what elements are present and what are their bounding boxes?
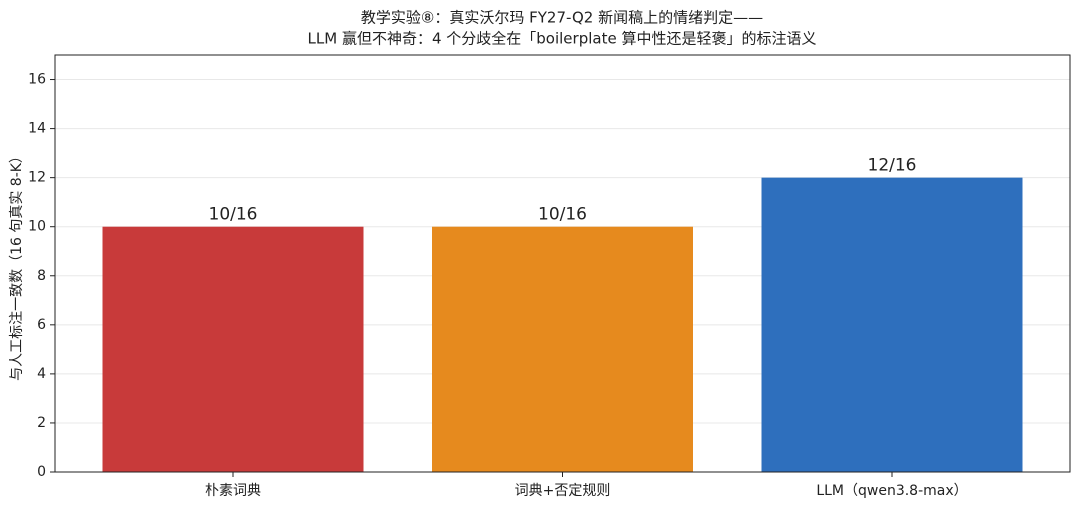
chart-title: LLM 赢但不神奇：4 个分歧全在「boilerplate 算中性还是轻褒」的标… (308, 30, 817, 48)
y-tick-label: 8 (37, 268, 46, 284)
y-tick-label: 6 (37, 317, 46, 333)
y-tick-label: 14 (28, 121, 46, 137)
y-tick-label: 12 (28, 170, 46, 186)
y-tick-label: 16 (28, 72, 46, 88)
value-label: 12/16 (868, 156, 917, 176)
y-tick-label: 10 (28, 219, 46, 235)
bar (761, 177, 1023, 472)
value-label: 10/16 (538, 205, 587, 225)
bar (432, 226, 693, 472)
y-axis-label: 与人工标注一致数（16 句真实 8-K） (9, 149, 25, 381)
x-tick-label: 词典+否定规则 (515, 483, 611, 499)
value-label: 10/16 (209, 205, 258, 225)
y-tick-label: 2 (37, 415, 46, 431)
bar (102, 226, 364, 472)
chart-title: 教学实验⑧：真实沃尔玛 FY27-Q2 新闻稿上的情绪判定—— (361, 9, 763, 27)
y-tick-label: 4 (37, 366, 46, 382)
y-tick-label: 0 (37, 464, 46, 480)
x-tick-label: 朴素词典 (205, 483, 261, 499)
plot-frame (54, 54, 1071, 473)
x-tick-label: LLM（qwen3.8-max） (816, 483, 967, 499)
